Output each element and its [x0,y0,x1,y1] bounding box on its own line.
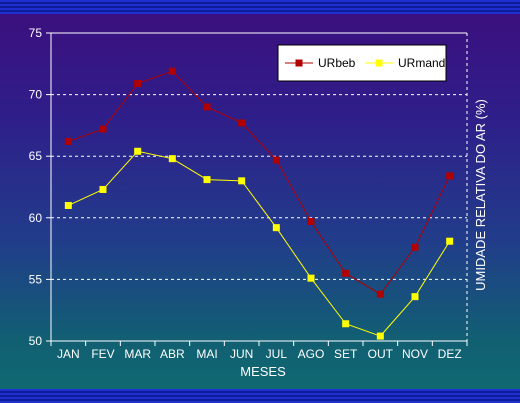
y-axis-title: UMIDADE RELATIVA DO AR (%) [473,99,488,291]
x-tick-label: MAI [196,347,217,361]
data-point-URmand [203,176,211,184]
x-tick-label: FEV [91,347,114,361]
data-point-URbeb [64,137,72,145]
data-point-URmand [64,201,72,209]
data-point-URbeb [203,103,211,111]
series-line-URbeb [68,70,451,295]
y-tick-label: 50 [29,334,43,348]
data-point-URbeb [238,119,246,127]
data-point-URbeb [342,269,350,277]
y-tick-label: 60 [29,211,43,225]
data-point-URbeb [168,67,176,75]
data-point-URmand [168,155,176,163]
legend-entry-label: URbeb [318,56,356,70]
data-point-URmand [411,293,419,301]
y-tick-label: 75 [29,26,43,40]
data-point-URmand [446,237,454,245]
x-tick-label: NOV [402,347,428,361]
data-point-URbeb [446,172,454,180]
data-point-URbeb [376,290,384,298]
data-point-URbeb [134,80,142,88]
data-point-URbeb [411,243,419,251]
gridlines [51,94,467,280]
legend: URbeb URmand [277,44,447,82]
axes [46,32,468,346]
x-tick-label: JUL [266,347,288,361]
x-tick-label: ABR [160,347,185,361]
data-point-URbeb [99,125,107,133]
y-tick-label: 65 [29,149,43,163]
y-tick-label: 70 [29,88,43,102]
data-point-URmand [307,274,315,282]
legend-entry-label: URmand [398,56,445,70]
x-tick-label: SET [334,347,358,361]
y-tick-labels: 50 55 60 65 70 75 [29,26,43,348]
data-point-URbeb [272,156,280,164]
data-point-URbeb [307,217,315,225]
series-group [64,67,454,340]
data-point-URmand [342,320,350,328]
x-tick-label: JAN [57,347,80,361]
x-tick-label: AGO [298,347,325,361]
series-line-URmand [68,150,451,337]
data-point-URmand [238,177,246,185]
data-point-URmand [376,332,384,340]
x-tick-labels: JAN FEV MAR ABR MAI JUN JUL AGO SET OUT NOV DEZ [57,347,462,361]
x-tick-label: DEZ [438,347,462,361]
y-tick-label: 55 [29,272,43,286]
legend-swatch-marker [375,59,383,67]
x-tick-label: MAR [124,347,151,361]
x-axis-title: MESES [240,364,286,379]
x-tick-label: JUN [230,347,253,361]
data-point-URmand [272,224,280,232]
x-tick-label: OUT [368,347,394,361]
data-point-URmand [99,185,107,193]
legend-swatch-marker [295,59,303,67]
data-point-URmand [134,147,142,155]
